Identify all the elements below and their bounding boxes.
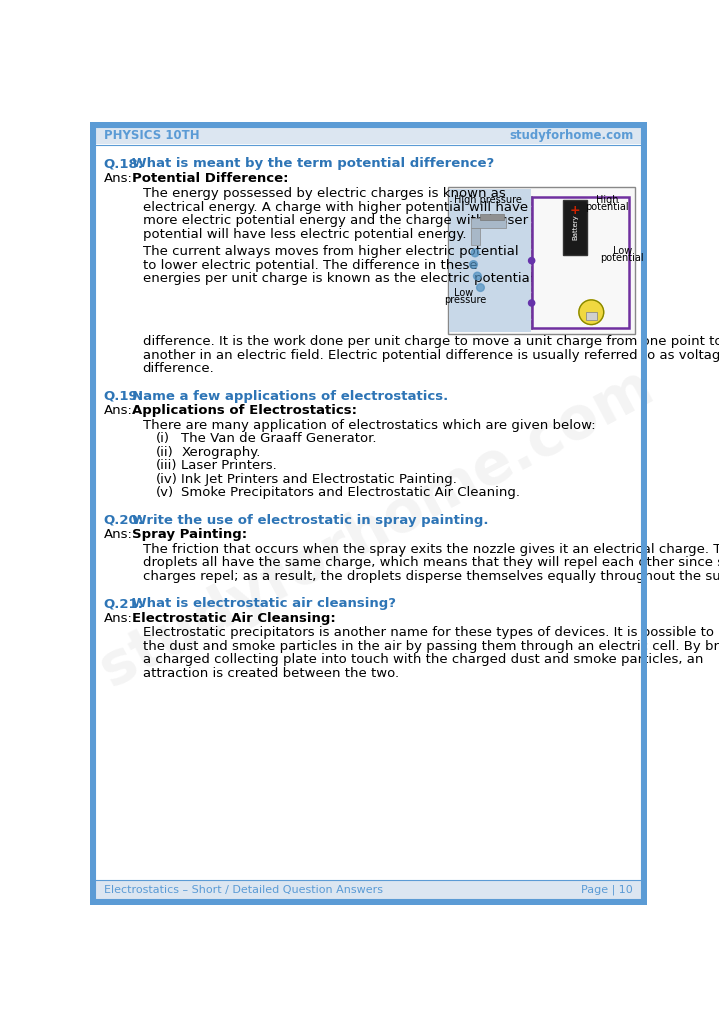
Bar (471, 228, 480, 245)
Text: Low: Low (454, 288, 473, 298)
Bar (449, 189, 531, 333)
Bar (563, 199, 587, 255)
Text: Q.18:: Q.18: (104, 158, 144, 171)
Text: droplets all have the same charge, which means that they will repel each other s: droplets all have the same charge, which… (142, 556, 719, 570)
Text: studyforhome.com: studyforhome.com (509, 129, 633, 142)
Text: +: + (569, 204, 580, 218)
Text: Ans:: Ans: (104, 528, 133, 541)
Text: PHYSICS 10TH: PHYSICS 10TH (104, 129, 199, 142)
Text: Potential Difference:: Potential Difference: (132, 172, 289, 185)
Text: more electric potential energy and the charge with lesser: more electric potential energy and the c… (142, 215, 528, 228)
Text: (i): (i) (156, 432, 170, 445)
Text: There are many application of electrostatics which are given below:: There are many application of electrosta… (142, 419, 595, 432)
Text: (ii): (ii) (156, 445, 173, 459)
Bar (448, 187, 636, 334)
Text: Smoke Precipitators and Electrostatic Air Cleaning.: Smoke Precipitators and Electrostatic Ai… (181, 486, 521, 499)
Text: Ink Jet Printers and Electrostatic Painting.: Ink Jet Printers and Electrostatic Paint… (181, 473, 457, 486)
Text: Write the use of electrostatic in spray painting.: Write the use of electrostatic in spray … (132, 514, 489, 527)
Text: energies per unit charge is known as the electric potential: energies per unit charge is known as the… (142, 273, 533, 285)
Text: Q.21:: Q.21: (104, 597, 144, 610)
Text: Laser Printers.: Laser Printers. (181, 460, 277, 472)
Text: Ans:: Ans: (104, 612, 133, 624)
Text: High pressure: High pressure (454, 195, 522, 205)
Text: (iii): (iii) (156, 460, 178, 472)
Text: What is electrostatic air cleansing?: What is electrostatic air cleansing? (132, 597, 396, 610)
Circle shape (528, 300, 535, 306)
Text: Battery: Battery (572, 215, 578, 240)
Text: to lower electric potential. The difference in these: to lower electric potential. The differe… (142, 258, 477, 272)
Text: What is meant by the term potential difference?: What is meant by the term potential diff… (132, 158, 495, 171)
Circle shape (471, 249, 479, 256)
Text: Page | 10: Page | 10 (582, 885, 633, 895)
Text: Low: Low (613, 246, 632, 256)
Text: Electrostatic Air Cleansing:: Electrostatic Air Cleansing: (132, 612, 336, 624)
Bar (480, 214, 504, 220)
Text: High: High (595, 195, 618, 205)
Text: potential will have less electric potential energy.: potential will have less electric potent… (142, 228, 466, 241)
Text: The friction that occurs when the spray exits the nozzle gives it an electrical : The friction that occurs when the spray … (142, 543, 719, 556)
Text: potential: potential (600, 253, 644, 263)
Text: (iv): (iv) (156, 473, 178, 486)
Text: another in an electric field. Electric potential difference is usually referred : another in an electric field. Electric p… (142, 349, 719, 362)
Text: attraction is created between the two.: attraction is created between the two. (142, 667, 399, 679)
Text: studyforhome.com: studyforhome.com (91, 358, 663, 698)
Circle shape (528, 257, 535, 263)
Text: The Van de Graaff Generator.: The Van de Graaff Generator. (181, 432, 377, 445)
Text: Electrostatic precipitators is another name for these types of devices. It is po: Electrostatic precipitators is another n… (142, 626, 719, 640)
Bar (531, 196, 629, 327)
Bar (586, 312, 597, 320)
Text: Ans:: Ans: (104, 172, 133, 185)
Text: Name a few applications of electrostatics.: Name a few applications of electrostatic… (132, 390, 449, 403)
Text: the dust and smoke particles in the air by passing them through an electric cell: the dust and smoke particles in the air … (142, 640, 719, 653)
Text: (v): (v) (156, 486, 174, 499)
Circle shape (477, 284, 485, 292)
Text: Xerography.: Xerography. (181, 445, 261, 459)
Text: difference.: difference. (142, 362, 214, 375)
Text: difference. It is the work done per unit charge to move a unit charge from one p: difference. It is the work done per unit… (142, 336, 719, 349)
Bar (471, 219, 506, 228)
Text: Electrostatics – Short / Detailed Question Answers: Electrostatics – Short / Detailed Questi… (104, 885, 383, 895)
Text: Q.19:: Q.19: (104, 390, 144, 403)
Circle shape (579, 300, 604, 324)
Bar (96, 881, 641, 899)
Circle shape (474, 273, 481, 280)
Bar (96, 127, 641, 144)
Text: potential: potential (585, 202, 628, 213)
Text: electrical energy. A charge with higher potential will have: electrical energy. A charge with higher … (142, 201, 528, 214)
Text: The current always moves from higher electric potential: The current always moves from higher ele… (142, 245, 518, 258)
Text: Q.20:: Q.20: (104, 514, 144, 527)
Text: Ans:: Ans: (104, 404, 133, 417)
Circle shape (470, 260, 477, 268)
Text: charges repel; as a result, the droplets disperse themselves equally throughout : charges repel; as a result, the droplets… (142, 570, 719, 583)
Text: Spray Painting:: Spray Painting: (132, 528, 247, 541)
Text: The energy possessed by electric charges is known as: The energy possessed by electric charges… (142, 187, 505, 200)
Text: a charged collecting plate into touch with the charged dust and smoke particles,: a charged collecting plate into touch wi… (142, 653, 703, 666)
Text: Applications of Electrostatics:: Applications of Electrostatics: (132, 404, 357, 417)
Text: pressure: pressure (444, 295, 486, 304)
